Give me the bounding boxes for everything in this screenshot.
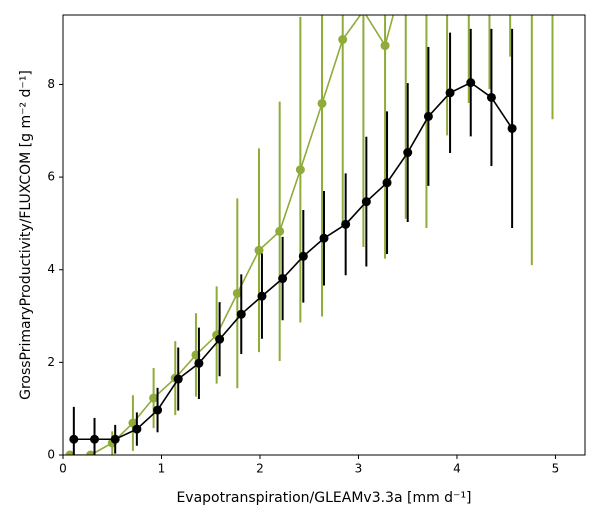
data-point (486, 92, 496, 102)
y-axis-title: GrossPrimaryProductivity/FLUXCOM [g m⁻² … (18, 70, 34, 400)
series-line (73, 81, 513, 441)
data-point (403, 148, 413, 158)
y-tick-label: 0 (47, 448, 55, 462)
data-point (423, 111, 433, 121)
series-line (69, 15, 395, 455)
data-point (65, 450, 75, 455)
y-tick-label: 2 (47, 355, 55, 369)
x-tick-label: 4 (453, 462, 461, 476)
data-point (507, 123, 517, 133)
data-point (194, 358, 204, 368)
data-point (149, 393, 159, 403)
data-point (215, 334, 225, 344)
data-point (132, 424, 142, 434)
data-point (445, 88, 455, 98)
data-point (153, 405, 163, 415)
data-point (173, 374, 183, 384)
data-point (341, 219, 351, 229)
y-tick-label: 4 (47, 262, 55, 276)
data-point (257, 291, 267, 301)
data-point (361, 15, 366, 16)
data-point (319, 233, 329, 243)
x-tick-label: 1 (158, 462, 166, 476)
x-tick-label: 5 (552, 462, 560, 476)
x-tick-label: 2 (256, 462, 264, 476)
y-tick-label: 6 (47, 170, 55, 184)
x-tick-label: 0 (59, 462, 67, 476)
data-point (254, 245, 264, 255)
data-point (317, 98, 327, 108)
data-point (110, 434, 120, 444)
y-tick-label: 8 (47, 77, 55, 91)
data-point (338, 35, 348, 45)
data-point (466, 78, 476, 88)
data-point (232, 288, 242, 298)
data-point (361, 197, 371, 207)
x-axis-title: Evapotranspiration/GLEAMv3.3a [mm d⁻¹] (176, 490, 471, 506)
data-point (278, 274, 288, 284)
x-tick-label: 3 (355, 462, 363, 476)
data-point (295, 165, 305, 175)
data-point (298, 251, 308, 261)
data-point (86, 450, 96, 455)
data-point (69, 434, 79, 444)
data-point (236, 309, 246, 319)
plot-frame (62, 14, 586, 456)
data-point (90, 434, 100, 444)
data-point (380, 41, 390, 51)
data-point (275, 226, 285, 236)
plot-area (65, 15, 554, 455)
data-point (382, 178, 392, 188)
